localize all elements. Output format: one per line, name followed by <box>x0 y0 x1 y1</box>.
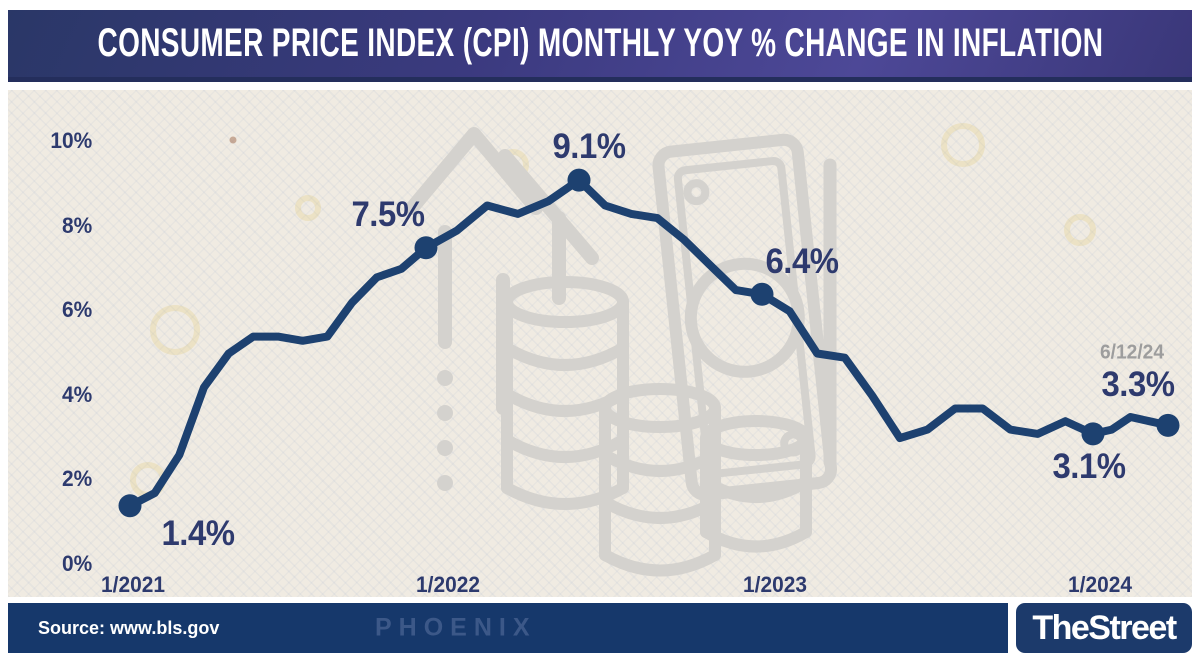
data-point-marker <box>414 236 438 260</box>
thestreet-logo-text: TheStreet <box>1032 608 1177 647</box>
y-axis-label: 4% <box>62 381 93 407</box>
money-watermark-illustration <box>130 123 1096 577</box>
cpi-line <box>126 176 1172 510</box>
y-axis-label: 6% <box>62 297 93 323</box>
thestreet-logo: TheStreet <box>1016 603 1192 653</box>
data-point-marker <box>1156 413 1180 437</box>
source-bar: Source: www.bls.gov PHOENIX <box>8 603 1008 653</box>
data-point-label: 3.1% <box>1052 446 1126 486</box>
chart-panel: 10% 8% 6% 4% 2% 0% 1/2021 1/2022 1/2023 1/2024 1… <box>8 90 1192 597</box>
data-point-label: 6.4% <box>765 242 839 282</box>
y-axis-label: 0% <box>62 551 93 576</box>
y-axis-label: 2% <box>62 466 93 492</box>
x-axis-label: 1/2024 <box>1068 572 1132 597</box>
y-axis-label: 10% <box>50 128 93 153</box>
cpi-line-chart <box>118 168 1180 518</box>
report-date-note: 6/12/24 <box>1099 341 1165 364</box>
y-axis-label: 8% <box>62 212 93 238</box>
coin-stack-icon <box>700 415 812 553</box>
speck-decoration <box>229 136 237 144</box>
data-point-marker <box>118 494 142 518</box>
data-point-label: 9.1% <box>552 127 626 167</box>
data-point-label: 7.5% <box>351 194 425 234</box>
data-point-label: 3.3% <box>1101 365 1175 405</box>
coin-stack-icon <box>501 276 629 510</box>
data-point-marker <box>1081 422 1105 446</box>
data-point-marker <box>567 168 591 192</box>
data-point-label: 1.4% <box>161 513 235 553</box>
header-banner: CONSUMER PRICE INDEX (CPI) MONTHLY YOY %… <box>8 10 1192 82</box>
x-axis-label: 1/2023 <box>743 572 807 597</box>
x-axis-label: 1/2021 <box>101 572 165 597</box>
phoenix-watermark-text: PHOENIX <box>375 613 537 642</box>
yellow-accent-decorations <box>130 123 1096 498</box>
source-text: Source: www.bls.gov <box>38 617 220 638</box>
data-point-marker <box>750 282 774 306</box>
x-axis-label: 1/2022 <box>416 572 480 597</box>
page-title: CONSUMER PRICE INDEX (CPI) MONTHLY YOY %… <box>97 21 1103 65</box>
dotted-line-decoration <box>437 370 453 491</box>
banknote-icon <box>652 133 837 501</box>
